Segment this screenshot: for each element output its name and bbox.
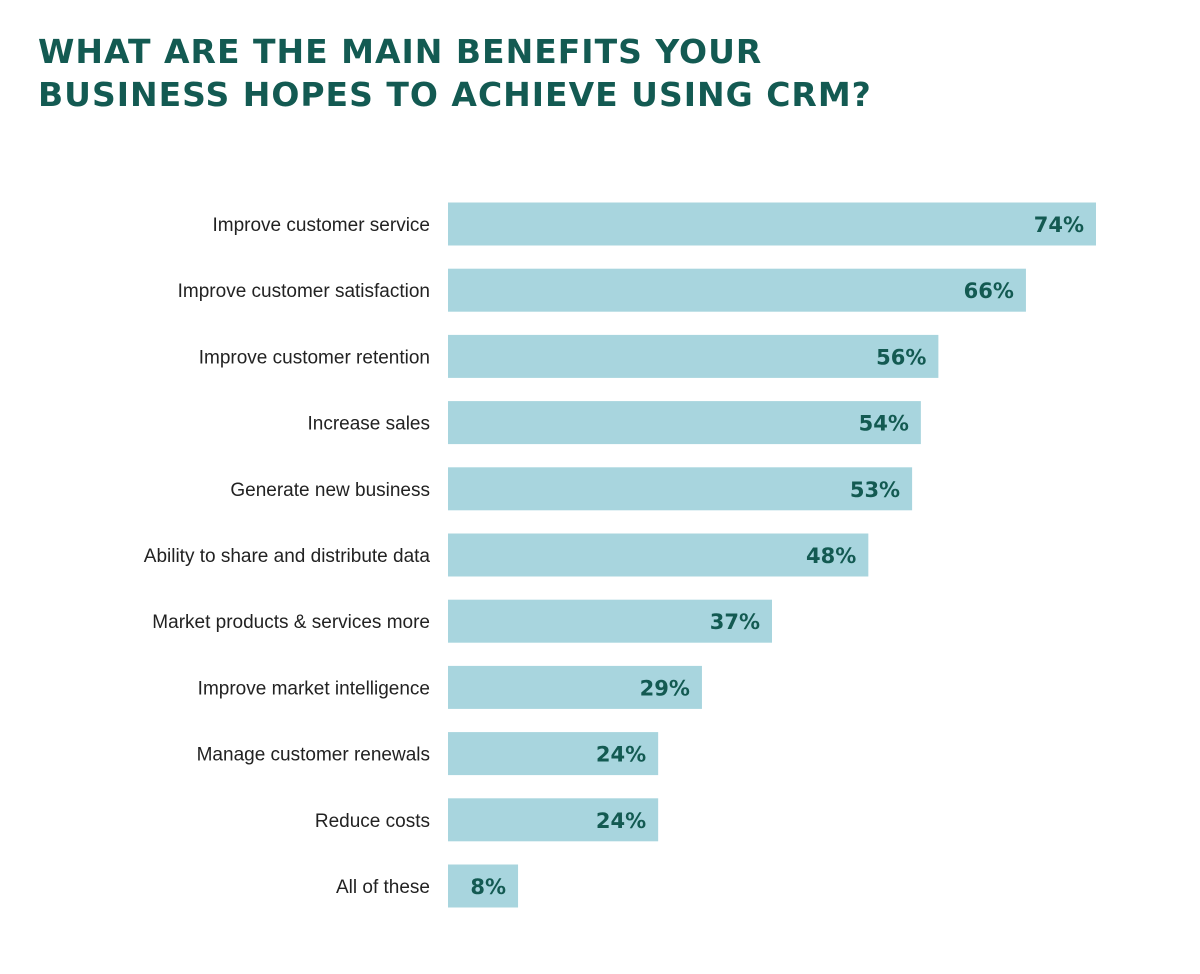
category-label: Manage customer renewals	[197, 745, 430, 766]
category-label: Increase sales	[307, 414, 430, 435]
category-label: Market products & services more	[152, 612, 430, 633]
bar	[448, 533, 869, 577]
bar	[448, 334, 939, 378]
category-label: Improve customer satisfaction	[178, 281, 430, 302]
category-label: Improve customer retention	[199, 347, 430, 368]
bar	[448, 202, 1096, 246]
bar	[448, 864, 519, 908]
data-label: 56%	[876, 345, 926, 369]
category-label: Improve market intelligence	[198, 678, 430, 699]
data-label: 53%	[850, 478, 900, 502]
category-label: Improve customer service	[212, 215, 430, 236]
category-label: Reduce costs	[315, 811, 430, 832]
category-label: All of these	[336, 877, 430, 898]
data-label: 24%	[596, 809, 646, 833]
category-label: Generate new business	[230, 480, 430, 501]
bar	[448, 268, 1026, 312]
data-label: 29%	[640, 676, 690, 700]
data-label: 37%	[710, 610, 760, 634]
chart-title-line-1: WHAT ARE THE MAIN BENEFITS YOUR	[38, 32, 763, 71]
bar	[448, 401, 921, 445]
data-label: 8%	[470, 875, 506, 899]
data-label: 48%	[806, 544, 856, 568]
chart-title: WHAT ARE THE MAIN BENEFITS YOUR BUSINESS…	[38, 30, 872, 116]
bar	[448, 665, 702, 709]
data-label: 74%	[1034, 213, 1084, 237]
data-label: 24%	[596, 743, 646, 767]
data-label: 54%	[859, 412, 909, 436]
category-label: Ability to share and distribute data	[144, 546, 431, 567]
data-label: 66%	[964, 279, 1014, 303]
bar	[448, 798, 659, 842]
bar	[448, 599, 772, 643]
chart-title-line-2: BUSINESS HOPES TO ACHIEVE USING CRM?	[38, 75, 872, 114]
bar	[448, 467, 913, 511]
bar	[448, 732, 659, 776]
